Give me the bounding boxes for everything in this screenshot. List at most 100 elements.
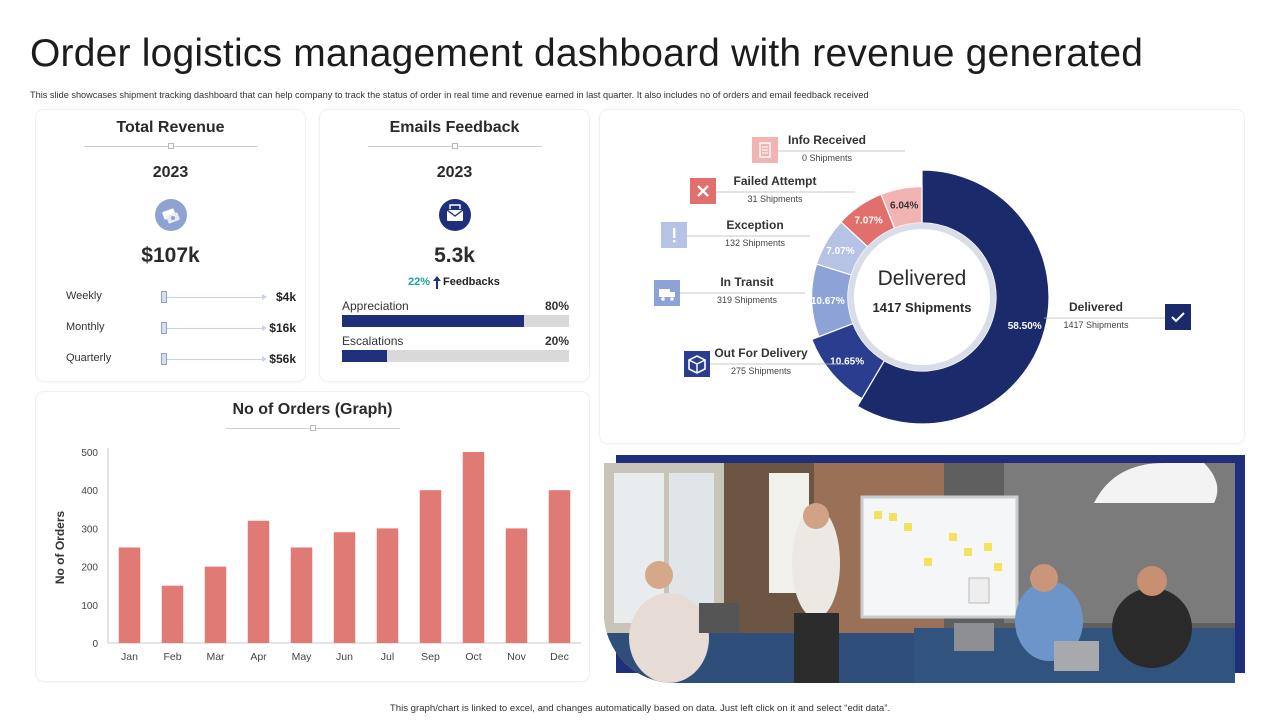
arrow-right-icon (262, 356, 267, 362)
exclamation-icon (661, 222, 687, 248)
callout-name: Failed Attempt (734, 174, 817, 188)
total-revenue-card: Total Revenue 2023 $107k Weekly $4k Mont… (36, 110, 305, 381)
callout-name: Exception (726, 218, 783, 232)
footer-note: This graph/chart is linked to excel, and… (389, 703, 891, 714)
slice-percent-label: 6.04% (890, 200, 918, 211)
emails-feedback-card: Emails Feedback 2023 5.3k 22% Feedbacks … (320, 110, 589, 381)
callout-name: Info Received (788, 133, 866, 147)
revenue-slider-track (164, 297, 264, 298)
y-tick-label: 400 (81, 486, 98, 497)
bar-nov (505, 528, 528, 643)
x-tick-label: Feb (163, 651, 181, 663)
x-tick-label: May (292, 651, 313, 663)
callout-icon-box (1165, 304, 1191, 330)
exclamation-bar (673, 228, 676, 238)
appreciation-label: Appreciation (342, 299, 409, 313)
callout-shipments: 31 Shipments (747, 194, 803, 204)
total-revenue-title: Total Revenue (116, 119, 225, 136)
page-subtitle: This slide showcases shipment tracking d… (30, 90, 869, 100)
revenue-slider-handle[interactable] (161, 353, 167, 365)
appreciation-value: 80% (544, 299, 569, 313)
revenue-row-weekly: Weekly $4k (66, 290, 296, 304)
bar-sep (419, 490, 442, 643)
check-mark (1171, 312, 1185, 323)
revenue-row-label: Weekly (66, 290, 102, 302)
arrow-right-icon (262, 325, 267, 331)
divider-marker (310, 425, 316, 431)
truck-wheel (661, 297, 665, 301)
revenue-row-value: $56k (269, 352, 296, 366)
document-outline (759, 142, 771, 158)
bar-may (290, 547, 313, 643)
bar-jun (333, 532, 356, 643)
x-tick-label: Jan (121, 651, 138, 663)
y-tick-label: 500 (81, 448, 98, 459)
bar-feb (161, 585, 184, 643)
y-tick-label: 0 (92, 639, 98, 650)
escalations-value: 20% (544, 334, 569, 348)
box-icon (684, 351, 710, 377)
revenue-row-monthly: Monthly $16k (66, 321, 296, 335)
revenue-slider-handle[interactable] (161, 291, 167, 303)
orders-chart-title: No of Orders (Graph) (232, 401, 393, 418)
appreciation-bar-fill (342, 315, 524, 327)
exclamation-dot (673, 240, 676, 243)
revenue-slider-track (164, 359, 264, 360)
y-tick-label: 200 (81, 563, 98, 574)
feedback-change-percent: 22% (408, 276, 431, 288)
donut-center-title: Delivered (878, 267, 967, 290)
bar-dec (548, 490, 571, 643)
x-tick-label: Mar (206, 651, 225, 663)
x-tick-label: Sep (421, 651, 440, 663)
x-mark (697, 185, 709, 197)
truck-cab (670, 292, 675, 297)
callout-shipments: 1417 Shipments (1063, 320, 1129, 330)
revenue-row-value: $4k (275, 290, 296, 304)
appreciation-bar (342, 315, 569, 327)
truck-icon (654, 280, 680, 306)
orders-bar-chart: 0 100 200 300 400 500 No of Orders Jan Feb Mar Apr… (53, 448, 581, 663)
bar-jan (118, 547, 141, 643)
x-tick-label: Apr (250, 651, 267, 663)
callout-shipments: 132 Shipments (725, 238, 786, 248)
bar-jul (376, 528, 399, 643)
slice-percent-label: 58.50% (1008, 321, 1042, 332)
feedback-total: 5.3k (434, 244, 475, 267)
slice-percent-label: 10.67% (811, 296, 845, 307)
arrow-up-icon (433, 276, 441, 289)
revenue-slider-handle[interactable] (161, 322, 167, 334)
team-meeting-photo (604, 463, 1235, 683)
callout-shipments: 275 Shipments (731, 366, 792, 376)
callout-shipments: 319 Shipments (717, 295, 778, 305)
shipment-status-card: 58.50% 10.65% 10.67% 7.07% 7.07% 6.04% Deliver… (600, 110, 1244, 443)
revenue-row-label: Monthly (66, 321, 105, 333)
donut-center (854, 229, 990, 365)
y-axis-label: No of Orders (53, 511, 67, 585)
team-meeting-illustration (604, 463, 1235, 683)
bar-mar (204, 566, 227, 643)
slice-percent-label: 10.65% (830, 356, 864, 367)
feedback-change-label: Feedbacks (443, 276, 500, 288)
x-tick-label: Oct (465, 651, 481, 663)
truck-wheel (670, 297, 674, 301)
revenue-row-label: Quarterly (66, 352, 112, 364)
feedback-year: 2023 (436, 164, 473, 181)
slice-percent-label: 7.07% (826, 246, 854, 257)
y-tick-label: 300 (81, 524, 98, 535)
callout-name: Out For Delivery (714, 346, 808, 360)
check-icon (1165, 304, 1191, 330)
escalations-bar-fill (342, 350, 388, 362)
x-tick-label: Dec (550, 651, 569, 663)
bar-oct (462, 452, 485, 643)
document-lines (762, 146, 768, 154)
orders-chart-card: No of Orders (Graph) 0 100 200 300 400 500 No … (36, 392, 589, 681)
page-title: Order logistics management dashboard wit… (30, 32, 1144, 75)
donut-center-subtitle: 1417 Shipments (873, 300, 972, 315)
callout-name: In Transit (720, 275, 773, 289)
slice-percent-label: 7.07% (854, 215, 882, 226)
close-icon (690, 178, 716, 204)
callout-shipments: 0 Shipments (802, 153, 853, 163)
revenue-row-quarterly: Quarterly $56k (66, 352, 296, 366)
y-tick-label: 100 (81, 601, 98, 612)
revenue-total: $107k (141, 244, 200, 267)
